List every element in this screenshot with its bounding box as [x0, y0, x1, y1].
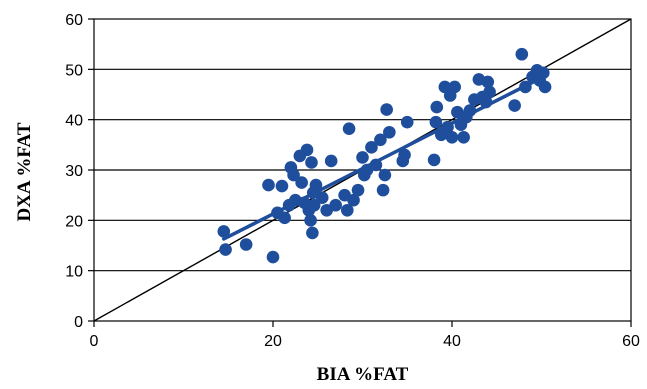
y-tick-label-50: 50: [65, 62, 83, 79]
data-point-0: [217, 225, 231, 238]
data-point-1: [219, 243, 232, 256]
data-point-25: [324, 154, 338, 168]
data-point-72: [538, 80, 552, 94]
y-axis-title: DXA %FAT: [14, 122, 35, 221]
data-point-2: [239, 238, 253, 251]
y-tick-label-60: 60: [65, 12, 83, 29]
data-point-22: [309, 178, 323, 192]
data-point-43: [398, 148, 411, 162]
data-point-39: [378, 168, 392, 182]
data-point-31: [351, 183, 365, 197]
x-tick-label-40: 40: [443, 333, 461, 350]
data-point-41: [383, 125, 396, 139]
data-point-15: [300, 143, 314, 157]
data-point-6: [275, 179, 289, 193]
data-point-38: [376, 183, 390, 197]
data-point-52: [445, 130, 459, 144]
data-point-32: [356, 151, 369, 164]
data-point-37: [374, 133, 387, 147]
data-point-7: [278, 211, 291, 225]
data-point-17: [304, 214, 317, 227]
data-point-21: [307, 198, 321, 212]
data-point-29: [342, 122, 356, 136]
data-point-46: [429, 115, 443, 129]
data-point-30: [347, 193, 360, 207]
data-point-23: [315, 191, 329, 204]
x-tick-label-60: 60: [622, 333, 640, 350]
data-point-3: [262, 178, 275, 192]
data-point-26: [329, 198, 342, 212]
data-point-19: [306, 226, 319, 240]
x-tick-label-20: 20: [264, 333, 282, 350]
data-point-35: [365, 141, 378, 154]
y-tick-label-20: 20: [65, 213, 83, 230]
y-tick-label-30: 30: [65, 163, 83, 180]
y-tick-label-0: 0: [74, 314, 83, 331]
data-point-4: [266, 250, 280, 264]
y-tick-label-40: 40: [65, 113, 83, 130]
data-point-63: [481, 75, 495, 89]
fit-line-group: [222, 74, 546, 241]
data-point-64: [483, 85, 496, 99]
data-point-40: [380, 103, 393, 116]
data-point-28: [340, 203, 354, 217]
data-point-45: [427, 153, 441, 167]
y-tick-label-10: 10: [65, 264, 83, 281]
data-point-66: [515, 47, 529, 61]
data-point-44: [400, 115, 414, 129]
data-point-47: [430, 100, 444, 114]
regression-line: [222, 74, 546, 241]
data-point-71: [536, 66, 550, 80]
data-point-65: [508, 99, 521, 112]
data-point-56: [457, 130, 470, 144]
data-point-53: [448, 80, 461, 94]
axis-ticks: 0 10 20 30 40 50 60 0 20 40 60: [65, 12, 640, 350]
data-point-13: [295, 176, 308, 189]
data-point-10: [287, 168, 300, 182]
x-axis-title: BIA %FAT: [317, 364, 409, 385]
data-point-18: [305, 156, 318, 169]
x-tick-label-0: 0: [90, 333, 99, 350]
